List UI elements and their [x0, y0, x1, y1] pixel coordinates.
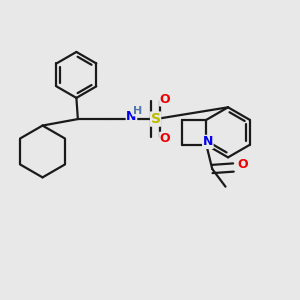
Text: O: O: [237, 158, 247, 171]
Text: S: S: [151, 112, 160, 126]
Text: H: H: [133, 106, 142, 116]
Text: O: O: [160, 93, 170, 106]
Text: N: N: [202, 135, 213, 148]
Text: O: O: [160, 132, 170, 145]
Text: N: N: [126, 110, 136, 123]
